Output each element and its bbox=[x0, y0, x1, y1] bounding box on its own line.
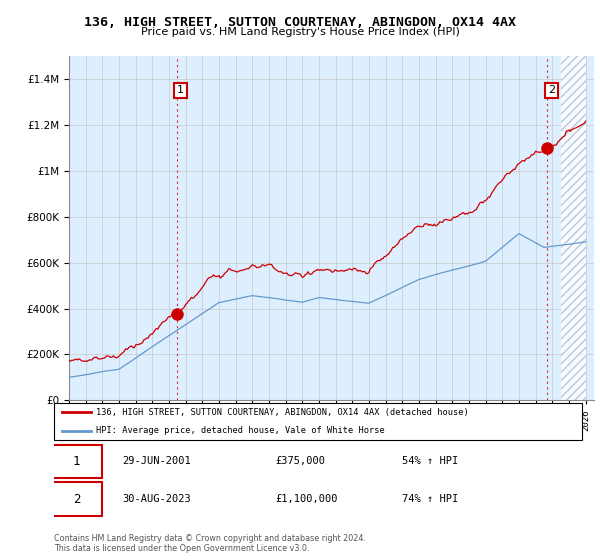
Text: £375,000: £375,000 bbox=[276, 456, 326, 466]
Text: 29-JUN-2001: 29-JUN-2001 bbox=[122, 456, 191, 466]
Text: HPI: Average price, detached house, Vale of White Horse: HPI: Average price, detached house, Vale… bbox=[96, 426, 385, 435]
Text: 2: 2 bbox=[548, 86, 556, 95]
Text: 136, HIGH STREET, SUTTON COURTENAY, ABINGDON, OX14 4AX: 136, HIGH STREET, SUTTON COURTENAY, ABIN… bbox=[84, 16, 516, 29]
FancyBboxPatch shape bbox=[52, 483, 101, 516]
Text: 2: 2 bbox=[73, 493, 80, 506]
Text: 1: 1 bbox=[177, 86, 184, 95]
FancyBboxPatch shape bbox=[54, 403, 582, 440]
Text: 136, HIGH STREET, SUTTON COURTENAY, ABINGDON, OX14 4AX (detached house): 136, HIGH STREET, SUTTON COURTENAY, ABIN… bbox=[96, 408, 469, 417]
Text: 74% ↑ HPI: 74% ↑ HPI bbox=[403, 494, 459, 504]
Text: Price paid vs. HM Land Registry's House Price Index (HPI): Price paid vs. HM Land Registry's House … bbox=[140, 27, 460, 37]
Text: Contains HM Land Registry data © Crown copyright and database right 2024.
This d: Contains HM Land Registry data © Crown c… bbox=[54, 534, 366, 553]
FancyBboxPatch shape bbox=[52, 445, 101, 478]
Text: 1: 1 bbox=[73, 455, 80, 468]
Text: 30-AUG-2023: 30-AUG-2023 bbox=[122, 494, 191, 504]
Text: £1,100,000: £1,100,000 bbox=[276, 494, 338, 504]
Text: 54% ↑ HPI: 54% ↑ HPI bbox=[403, 456, 459, 466]
